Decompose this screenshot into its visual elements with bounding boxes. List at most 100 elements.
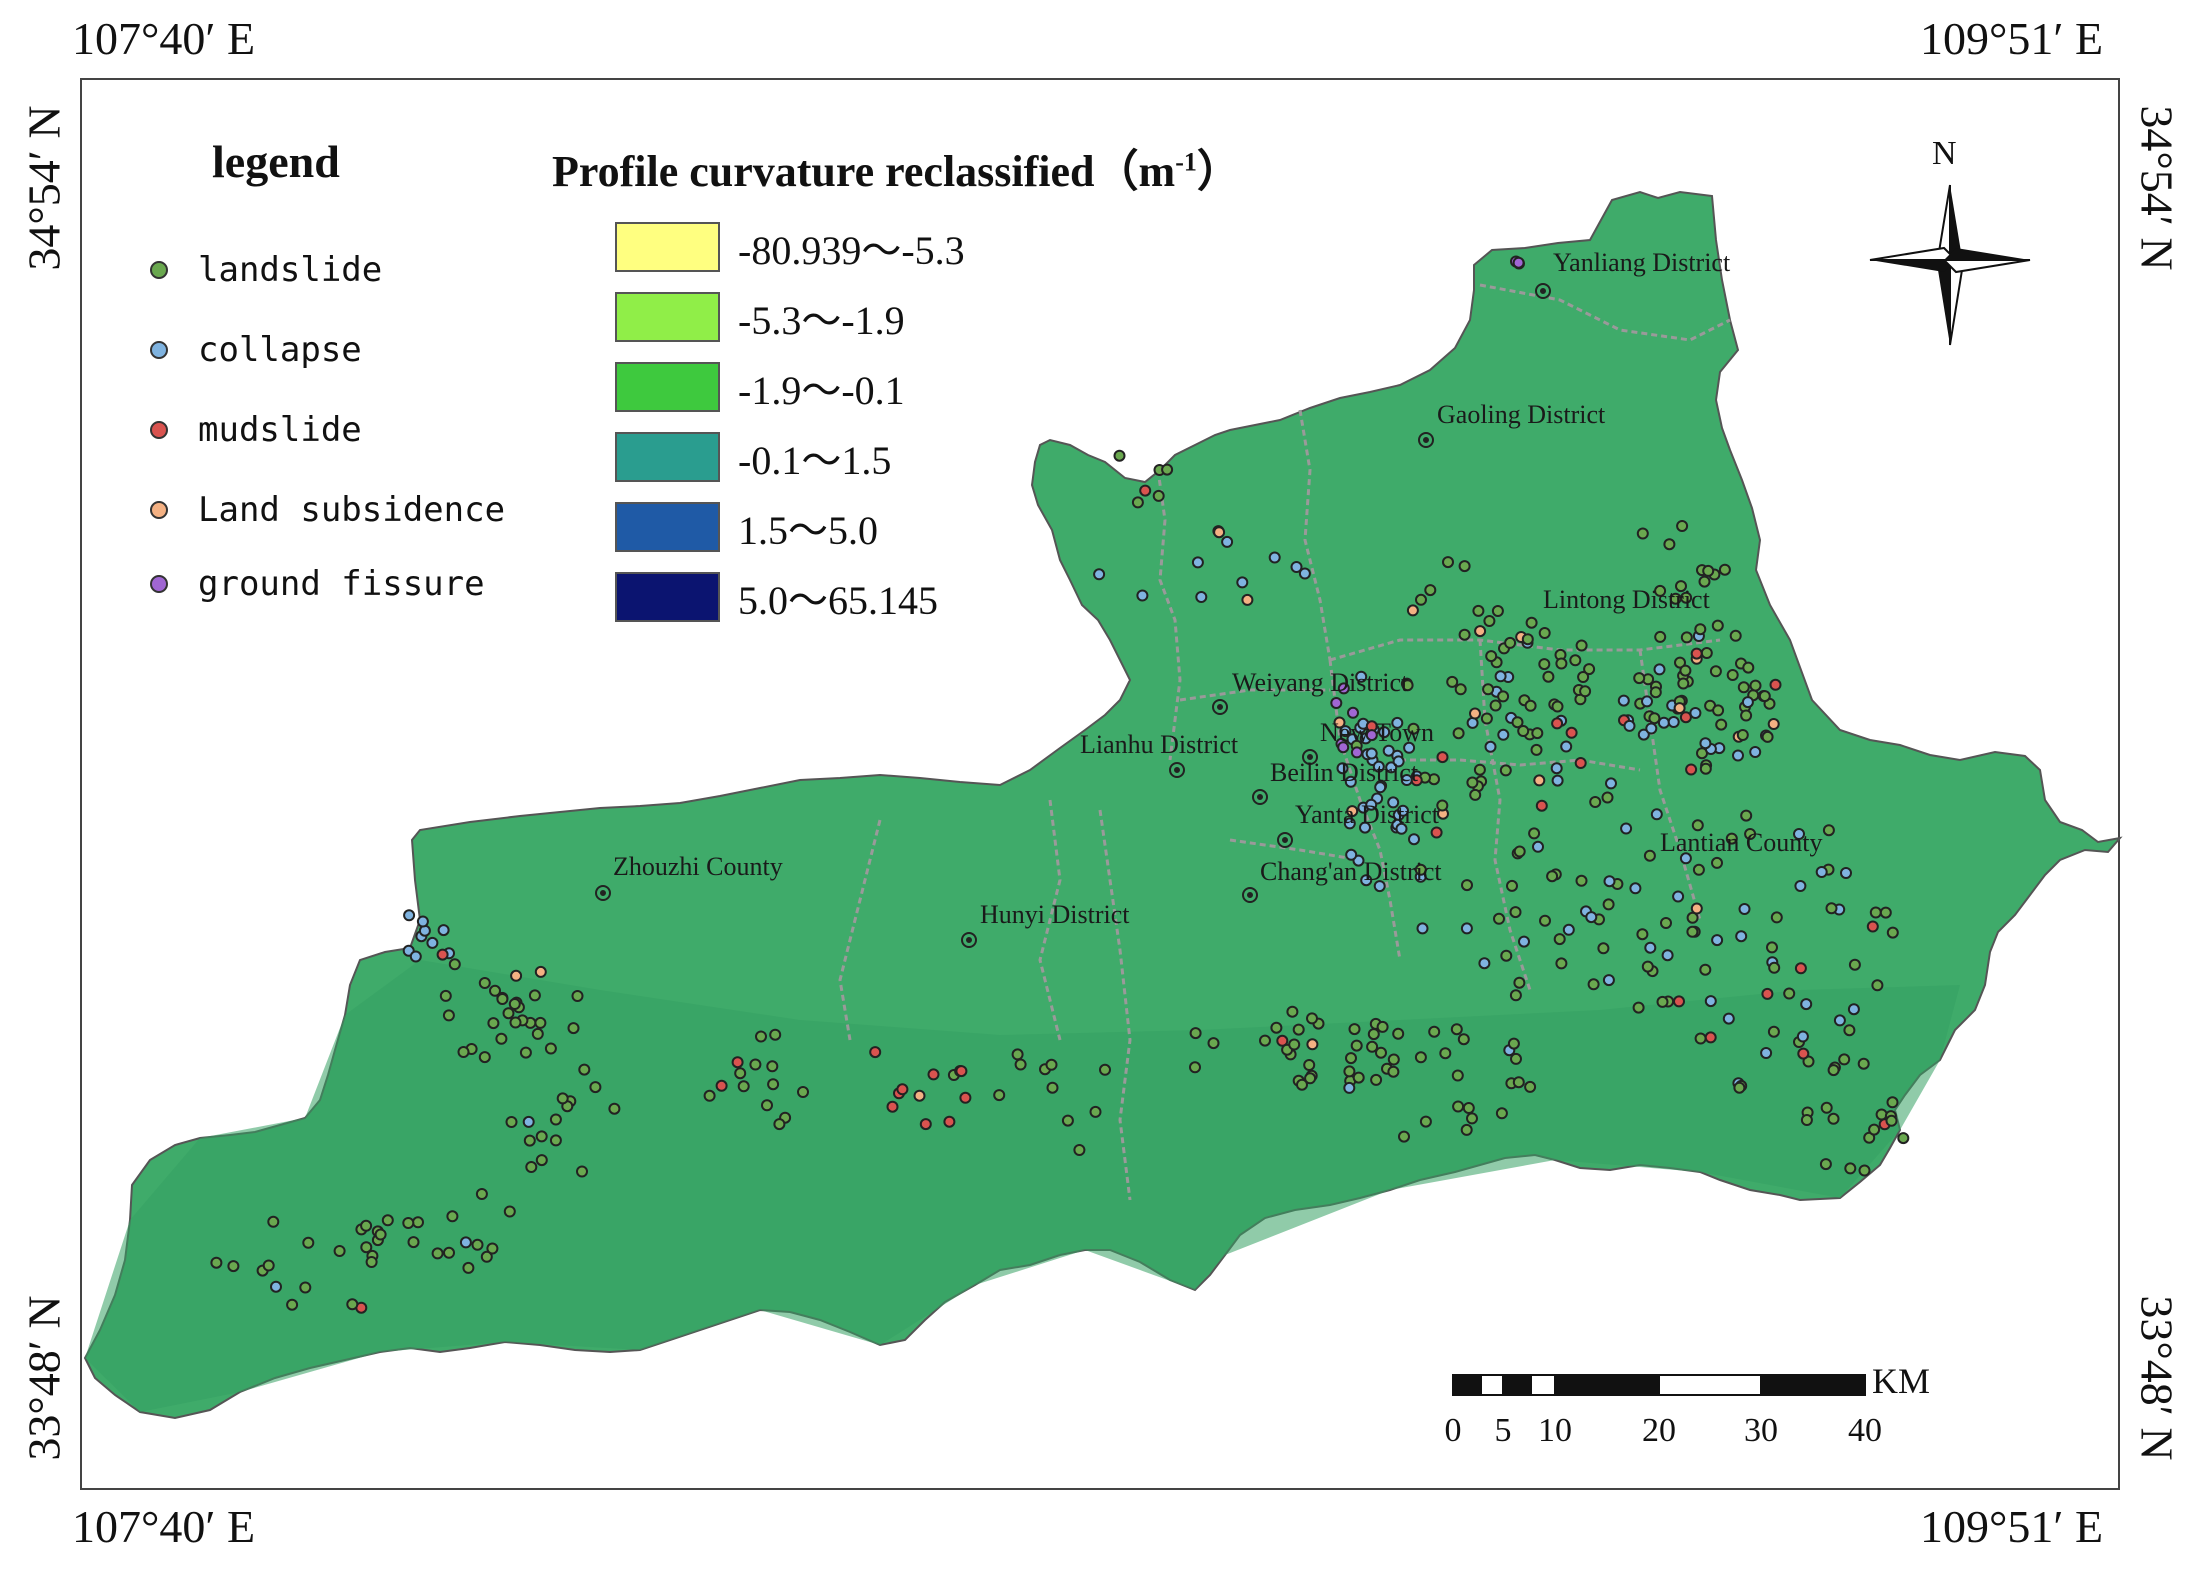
color-swatch [615,222,720,272]
hazard-point [1632,1001,1645,1014]
hazard-point [1535,799,1548,812]
scale-tick-label: 10 [1538,1412,1572,1449]
hazard-point [1290,561,1303,573]
hazard-point [1336,762,1349,775]
hazard-point [1372,760,1385,773]
hazard-point [761,1099,773,1112]
hazard-point [1758,690,1771,703]
hazard-point [1533,774,1546,787]
hazard-point [766,1060,779,1073]
place-lintong: Lintong District [1543,585,1710,614]
hazard-point [1472,604,1485,617]
hazard-point [1460,922,1473,935]
hazard-point [1241,593,1254,606]
hazard-point [1161,463,1174,476]
hazard-point [1373,880,1386,893]
hazard-point [1692,863,1705,876]
hazard-point [1551,700,1564,713]
hazard-point [1461,879,1473,892]
hazard-point [1644,941,1657,954]
hazard-point [443,1246,455,1259]
hazard-point [286,1298,299,1311]
hazard-point [869,1046,882,1059]
hazard-point [1403,741,1416,754]
hazard-point [1436,751,1449,764]
hazard-point [1844,1162,1857,1175]
scale-tick-label: 5 [1494,1412,1512,1449]
hazard-point [1711,619,1724,632]
hazard-point [1732,749,1744,762]
hazard-point [1825,902,1838,915]
hazard-point [262,1259,275,1272]
hazard-point [403,909,416,922]
hazard-point [919,1118,932,1131]
hazard-point [1415,593,1427,606]
hazard-point [1460,1123,1473,1136]
hazard-point [1575,639,1588,652]
hazard-point [755,1030,767,1043]
hazard-point [1749,679,1762,692]
hazard-point [1820,1101,1833,1114]
hazard-point [437,924,450,937]
hazard-point [1387,1065,1400,1078]
hazard-point [1343,817,1356,830]
county-seat-beilin [1252,789,1268,805]
hazard-point [1292,1023,1305,1036]
scale-tick-label: 40 [1848,1412,1882,1449]
hazard-point [1679,711,1692,724]
county-seat-hunyi [961,932,977,948]
hazard-point [1840,867,1852,879]
hazard-point [1494,670,1507,683]
hazard-point [1504,636,1517,649]
hazard-point [1538,627,1551,639]
hazard-point [1603,875,1616,888]
hazard-point [402,1217,415,1229]
hazard-point [412,1216,424,1229]
hazard-point [1620,822,1633,835]
hazard-point [1499,764,1512,777]
hazard-point [1645,722,1658,735]
hazard-point [535,1130,548,1143]
hazard-point [502,1007,515,1020]
curvature-class-label: -5.3～-1.9 [738,298,905,343]
hazard-point [478,1051,491,1064]
hazard-point [1484,740,1497,753]
hazard-point [1259,1034,1271,1047]
hazard-point [1139,484,1152,497]
county-seat-yanliang [1535,283,1551,299]
hazard-point [1673,995,1685,1008]
hazard-point [1376,1020,1389,1033]
place-changan: Chang'an District [1260,857,1442,886]
hazard-point [1761,730,1774,743]
place-beilin: Beilin District [1270,758,1419,787]
color-swatch [615,362,720,412]
curvature-class-label: -80.939～-5.3 [738,228,965,273]
hazard-point [571,990,584,1002]
hazard-point [1532,840,1544,853]
hazard-point [1462,1102,1475,1114]
hazard-point [1469,788,1482,801]
hazard-point [333,1245,346,1257]
hazard-point [703,1089,716,1102]
hazard-point [1454,683,1467,696]
hazard-point [1046,1081,1059,1094]
hazard-point [1355,670,1368,683]
curvature-class-3: -1.9～-0.1 [615,358,905,416]
hazard-point [1577,671,1590,683]
hazard-point [486,1242,499,1255]
hazard-point [1587,978,1600,991]
scale-tick-label: 20 [1642,1412,1676,1449]
hazard-point [1794,880,1807,892]
hazard-point [1365,747,1378,760]
hazard-point [1350,746,1363,759]
hazard-point [1858,1164,1871,1177]
hazard-point [1344,775,1357,788]
hazard-point [1359,821,1371,834]
color-swatch [615,292,720,342]
southern-mountain-shade [85,960,1960,1412]
hazard-point [1737,681,1750,694]
hazard-point [1672,890,1685,903]
hazard-point [534,965,547,978]
hazard-point [442,1009,455,1022]
hazard-point [1189,1061,1201,1074]
